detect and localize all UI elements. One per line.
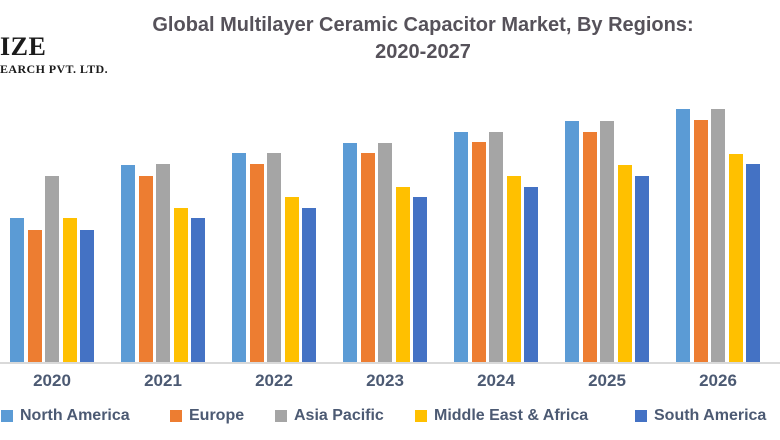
bar-asia-pacific-2024 bbox=[489, 132, 503, 362]
bar-middle-east-africa-2026 bbox=[728, 154, 743, 362]
bar-north-america-2022 bbox=[232, 153, 246, 362]
legend: North America Europe Asia Pacific Middle Ea… bbox=[0, 407, 780, 431]
legend-item-middle-east-africa: Middle East & Africa bbox=[415, 407, 588, 425]
bar-south-america-2024 bbox=[524, 187, 538, 362]
x-tick-label-2024: 2024 bbox=[477, 371, 515, 390]
bar-north-america-2020 bbox=[10, 218, 24, 362]
bar-south-america-2020 bbox=[80, 230, 94, 362]
bar-asia-pacific-2020 bbox=[45, 176, 59, 362]
legend-marker-asia-pacific bbox=[275, 410, 287, 422]
legend-item-north-america: North America bbox=[1, 407, 130, 425]
x-tick-label-2022: 2022 bbox=[255, 371, 293, 390]
x-tick-label-2020: 2020 bbox=[33, 371, 71, 390]
x-tick-label-2025: 2025 bbox=[588, 371, 626, 390]
x-axis-labels: 2020 2021 2022 2023 2024 2025 2026 bbox=[0, 371, 780, 395]
chart-title-line1: Global Multilayer Ceramic Capacitor Mark… bbox=[152, 14, 694, 36]
bar-south-america-2026 bbox=[746, 164, 760, 362]
legend-label-north-america: North America bbox=[20, 407, 130, 424]
bar-north-america-2021 bbox=[121, 165, 135, 362]
legend-label-asia-pacific: Asia Pacific bbox=[294, 407, 384, 424]
bar-europe-2025 bbox=[582, 132, 597, 362]
plot-area bbox=[10, 0, 760, 362]
bar-group-2022 bbox=[232, 0, 316, 362]
bar-asia-pacific-2022 bbox=[267, 153, 281, 362]
bar-group-2023 bbox=[343, 0, 427, 362]
bar-south-america-2021 bbox=[191, 218, 205, 362]
legend-marker-south-america bbox=[635, 410, 647, 422]
bar-group-2026 bbox=[676, 0, 760, 362]
bar-north-america-2023 bbox=[343, 143, 357, 362]
chart-title-line2: 2020-2027 bbox=[375, 41, 471, 63]
bar-middle-east-africa-2023 bbox=[395, 187, 410, 362]
bar-north-america-2026 bbox=[676, 109, 690, 362]
legend-item-europe: Europe bbox=[170, 407, 244, 425]
bar-middle-east-africa-2021 bbox=[173, 208, 188, 362]
legend-marker-north-america bbox=[1, 410, 13, 422]
chart-title: Global Multilayer Ceramic Capacitor Mark… bbox=[66, 12, 780, 66]
bar-europe-2026 bbox=[693, 120, 708, 362]
legend-item-south-america: South America bbox=[635, 407, 766, 425]
bar-middle-east-africa-2020 bbox=[62, 218, 77, 362]
bar-group-2025 bbox=[565, 0, 649, 362]
legend-item-asia-pacific: Asia Pacific bbox=[275, 407, 384, 425]
legend-marker-europe bbox=[170, 410, 182, 422]
bar-europe-2022 bbox=[249, 164, 264, 362]
bar-middle-east-africa-2024 bbox=[506, 176, 521, 362]
bar-europe-2023 bbox=[360, 153, 375, 362]
bar-europe-2024 bbox=[471, 142, 486, 362]
bar-asia-pacific-2025 bbox=[600, 121, 614, 362]
bar-south-america-2022 bbox=[302, 208, 316, 362]
legend-label-south-america: South America bbox=[654, 407, 767, 424]
legend-label-middle-east-africa: Middle East & Africa bbox=[434, 407, 589, 424]
bar-middle-east-africa-2022 bbox=[284, 197, 299, 362]
x-tick-label-2023: 2023 bbox=[366, 371, 404, 390]
bar-middle-east-africa-2025 bbox=[617, 165, 632, 362]
bar-group-2020 bbox=[10, 0, 94, 362]
brand-logo: IZE EARCH PVT. LTD. bbox=[0, 32, 109, 76]
bar-asia-pacific-2026 bbox=[711, 109, 725, 362]
bar-asia-pacific-2023 bbox=[378, 143, 392, 362]
bar-north-america-2024 bbox=[454, 132, 468, 362]
bar-south-america-2023 bbox=[413, 197, 427, 362]
bar-group-2021 bbox=[121, 0, 205, 362]
bar-europe-2020 bbox=[27, 230, 42, 362]
bar-europe-2021 bbox=[138, 176, 153, 362]
bar-asia-pacific-2021 bbox=[156, 164, 170, 362]
x-axis-line bbox=[0, 362, 780, 364]
bar-group-2024 bbox=[454, 0, 538, 362]
bar-south-america-2025 bbox=[635, 176, 649, 362]
logo-text-line2: EARCH PVT. LTD. bbox=[0, 62, 109, 76]
x-tick-label-2021: 2021 bbox=[144, 371, 182, 390]
x-tick-label-2026: 2026 bbox=[699, 371, 737, 390]
legend-label-europe: Europe bbox=[189, 407, 245, 424]
legend-marker-middle-east-africa bbox=[415, 410, 427, 422]
bar-north-america-2025 bbox=[565, 121, 579, 362]
logo-text-line1: IZE bbox=[0, 32, 47, 61]
